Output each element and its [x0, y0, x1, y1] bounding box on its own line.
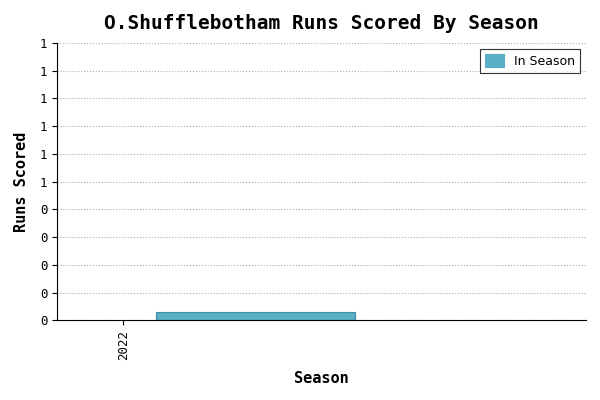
Bar: [157, 312, 355, 320]
Legend: In Season: In Season: [480, 49, 580, 73]
Y-axis label: Runs Scored: Runs Scored: [14, 131, 29, 232]
Title: O.Shufflebotham Runs Scored By Season: O.Shufflebotham Runs Scored By Season: [104, 14, 539, 33]
X-axis label: Season: Season: [294, 371, 349, 386]
